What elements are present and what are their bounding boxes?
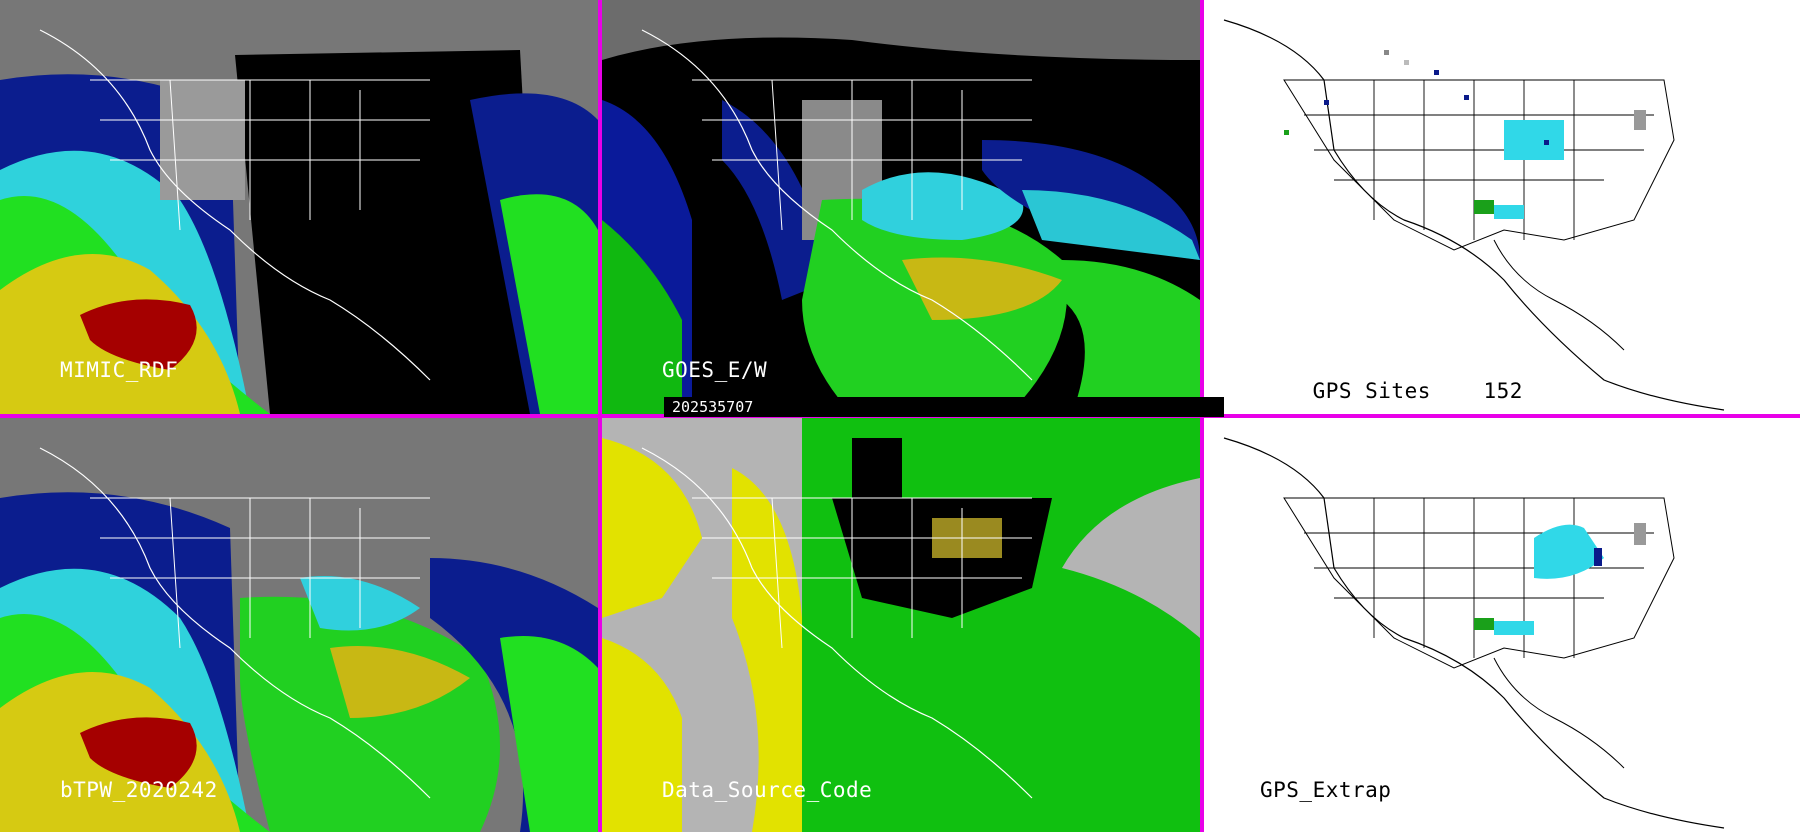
panel-label: GOES_E/W: [662, 358, 768, 382]
panel-mimic-rdf: MIMIC_RDF: [0, 0, 598, 414]
panel-gps-extrap: GPS_Extrap: [1204, 418, 1800, 832]
panel-gps-sites: GPS Sites 152: [1204, 0, 1800, 414]
panel-label: GPS_Extrap: [1260, 778, 1392, 802]
tpw-blended-map: [0, 418, 598, 832]
panel-label: Data_Source_Code: [662, 778, 873, 802]
gps-sites-count: 152: [1483, 379, 1523, 403]
gps-sites-label: GPS Sites: [1312, 379, 1431, 403]
tpw-composite-map: [0, 0, 598, 414]
data-source-map: [602, 418, 1200, 832]
panel-label: bTPW_2020242: [60, 778, 218, 802]
panel-data-source-code: Data_Source_Code: [602, 418, 1200, 832]
gps-extrap-map: [1223, 437, 1725, 829]
panel-label: MIMIC_RDF: [60, 358, 179, 382]
tpw-composite-map: [602, 0, 1200, 414]
panel-label: GPS Sites 152: [1260, 360, 1523, 414]
panel-goes-ew: GOES_E/W: [602, 0, 1200, 414]
gps-sites-map: [1223, 19, 1725, 411]
panel-btpw: bTPW_2020242: [0, 418, 598, 832]
timestamp-bar: 202535707: [664, 397, 1224, 417]
